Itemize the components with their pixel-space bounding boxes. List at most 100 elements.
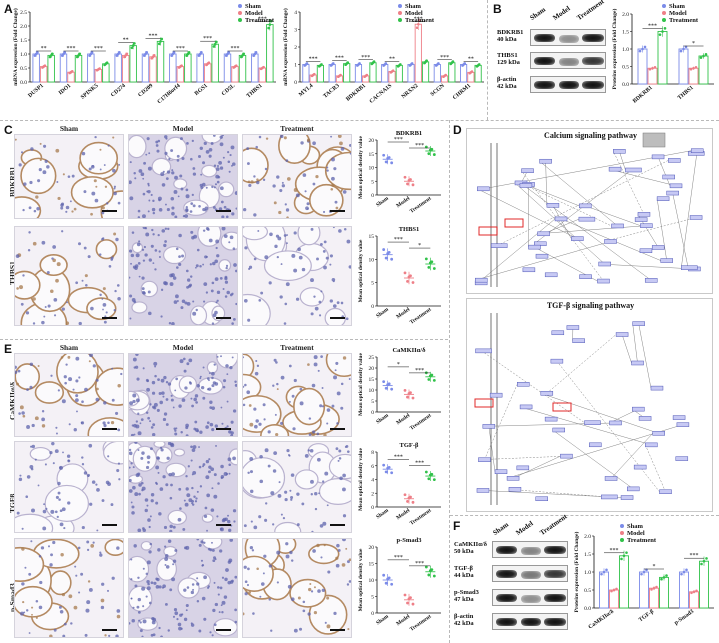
chart-c-bdkrb1-point-0-4 xyxy=(386,156,390,160)
chart-e-psmad3-point-1-4 xyxy=(407,597,411,601)
chart-a-left-bar-4-1 xyxy=(149,56,157,83)
chart-a-left-bar-7-0 xyxy=(223,53,232,83)
calcium-gene-node-21 xyxy=(640,223,653,228)
chart-e-camkii-ytick-label-4: 20 xyxy=(369,366,375,372)
tgf-gene-node-36 xyxy=(632,321,645,326)
calcium-gene-node-15 xyxy=(656,196,670,201)
chart-a-right-bar-2-2 xyxy=(369,62,377,83)
chart-a-right-point-0-1-2 xyxy=(312,72,316,76)
wb-f-row-3 xyxy=(492,613,568,630)
chart-f-bar-2-2 xyxy=(699,560,709,609)
chart-e-psmad3-point-1-3 xyxy=(411,602,415,606)
calcium-edge-12 xyxy=(481,218,556,281)
chart-b-point-0-2-1 xyxy=(661,30,664,33)
chart-a-right-point-1-0-2 xyxy=(331,62,335,65)
chart-a-left-point-6-2-2 xyxy=(215,40,218,44)
chart-a-right-sig-6: ** xyxy=(468,57,474,63)
tgf-edge-29 xyxy=(508,489,608,498)
tgf-gene-node-12 xyxy=(659,489,672,494)
chart-a-left-category-2: SPINK5 xyxy=(80,83,100,101)
chart-a-left-sig-5: *** xyxy=(176,46,185,52)
panel-label-e: E xyxy=(4,342,13,356)
chart-e-camkii-sig-0: * xyxy=(397,362,400,368)
chart-a-right-point-6-1-2 xyxy=(470,70,474,73)
ihc-c-1-1 xyxy=(128,226,238,326)
chart-f-point-1-1-2 xyxy=(655,585,658,589)
tgf-highlight-0 xyxy=(474,398,494,408)
tgf-gene-node-19 xyxy=(517,382,530,387)
chart-e-tgfb-sig-1: *** xyxy=(415,460,424,466)
chart-e-psmad3: p-Smad3 0 5 10 15 20 Mean optical density valu… xyxy=(358,537,441,633)
chart-e-tgfb-point-1-4 xyxy=(407,496,411,500)
chart-b-legend-label-0: Sham xyxy=(669,3,685,10)
chart-e-camkii-point-2-1 xyxy=(427,378,431,381)
wb-b-label-0: BDKRB1 40 kDa xyxy=(497,29,524,43)
chart-a-left-point-8-2-2 xyxy=(269,19,273,23)
chart-a-right-legend-label-2: Treatment xyxy=(405,17,435,24)
chart-f-point-2-1-2 xyxy=(695,589,698,593)
calcium-edge-16 xyxy=(672,193,689,270)
chart-a-left-bar-0-1 xyxy=(39,66,48,83)
chart-f-point-1-2-0 xyxy=(660,577,663,581)
chart-f-point-2-1-0 xyxy=(690,591,693,595)
chart-a-right-point-2-0-2 xyxy=(358,62,361,65)
chart-a-left-category-6: RGS1 xyxy=(194,83,209,97)
ihc-e-1-1 xyxy=(128,441,238,533)
chart-f-ytick-label-0: 0.0 xyxy=(584,606,591,612)
chart-a-left-sig-1: *** xyxy=(67,46,76,52)
chart-c-bdkrb1-sig-0: *** xyxy=(394,137,403,143)
c-col-head-treatment: Treatment xyxy=(280,124,314,133)
chart-c-bdkrb1-category-0: Sham xyxy=(375,195,390,208)
chart-e-camkii-ylabel: Mean optical density value xyxy=(358,353,364,416)
chart-a-left-category-0: DUSP1 xyxy=(27,83,45,99)
chart-f-category-0: CaMKIIα/δ xyxy=(588,609,616,631)
calcium-gene-node-25 xyxy=(637,212,651,217)
chart-f-point-0-0-1 xyxy=(602,570,606,574)
chart-a-left-bar-5-1 xyxy=(176,66,185,83)
chart-f-bar-2-0 xyxy=(679,571,689,609)
pathway-title-calcium: Calcium signaling pathway xyxy=(544,131,637,140)
chart-f-point-2-2-0 xyxy=(700,562,703,566)
chart-f-sig-2: *** xyxy=(690,553,699,559)
chart-c-bdkrb1-point-2-4 xyxy=(428,148,432,152)
chart-a-right-point-4-1-0 xyxy=(415,26,419,30)
wb-f-lane-2: Treatment xyxy=(538,512,569,537)
calcium-edge-14 xyxy=(656,198,667,261)
chart-a-left-point-4-2-0 xyxy=(157,42,161,46)
chart-a-left-point-4-0-2 xyxy=(145,51,149,54)
chart-a-right-legend-label-1: Model xyxy=(405,10,423,17)
ihc-e-2-1 xyxy=(128,538,238,638)
chart-c-thbs1-point-2-3 xyxy=(432,267,436,270)
chart-c-bdkrb1-point-1-3 xyxy=(411,183,415,187)
divider-vertical-top xyxy=(487,0,488,120)
chart-a-left-bar-0-0 xyxy=(32,53,40,83)
wb-f-lane-0: Sham xyxy=(491,520,511,537)
chart-b-ylabel: Proteins expression (Fold Change) xyxy=(611,9,618,90)
calcium-gene-node-7 xyxy=(662,174,675,180)
chart-c-bdkrb1-ylabel: Mean optical density value xyxy=(358,136,364,199)
calcium-gene-node-43 xyxy=(690,148,704,153)
chart-a-left-ytick-label-5: 2.5 xyxy=(20,10,27,16)
tgf-gene-node-9 xyxy=(476,488,490,493)
chart-f-ylabel: Proteins expression (Fold Change) xyxy=(573,532,580,613)
chart-e-camkii-ytick-label-5: 25 xyxy=(369,355,375,361)
chart-e-psmad3-point-0-1 xyxy=(384,581,388,585)
chart-e-tgfb-ytick-label-2: 4 xyxy=(371,478,374,484)
chart-a-right-bar-4-2 xyxy=(421,61,430,83)
chart-e-tgfb-category-2: Treatment xyxy=(409,508,433,527)
tgf-edge-16 xyxy=(512,455,561,479)
tgf-gene-node-10 xyxy=(620,495,634,500)
chart-a-left-point-2-0-2 xyxy=(90,51,94,54)
chart-e-camkii-point-1-4 xyxy=(407,392,411,395)
panel-label-a: A xyxy=(4,2,13,16)
chart-c-thbs1-point-1-4 xyxy=(407,275,411,279)
chart-b-ytick-label-0: 0.0 xyxy=(622,82,629,88)
chart-a-left-bar-0-2 xyxy=(47,54,55,83)
wb-f-label-1: TGF-β 44 kDa xyxy=(454,565,474,579)
ihc-c-0-0 xyxy=(14,134,124,219)
calcium-gene-node-36 xyxy=(521,168,534,173)
chart-f-category-1: TGF-β xyxy=(638,609,655,624)
chart-a-right-sig-1: *** xyxy=(335,56,344,62)
chart-f-point-2-2-2 xyxy=(705,557,708,560)
